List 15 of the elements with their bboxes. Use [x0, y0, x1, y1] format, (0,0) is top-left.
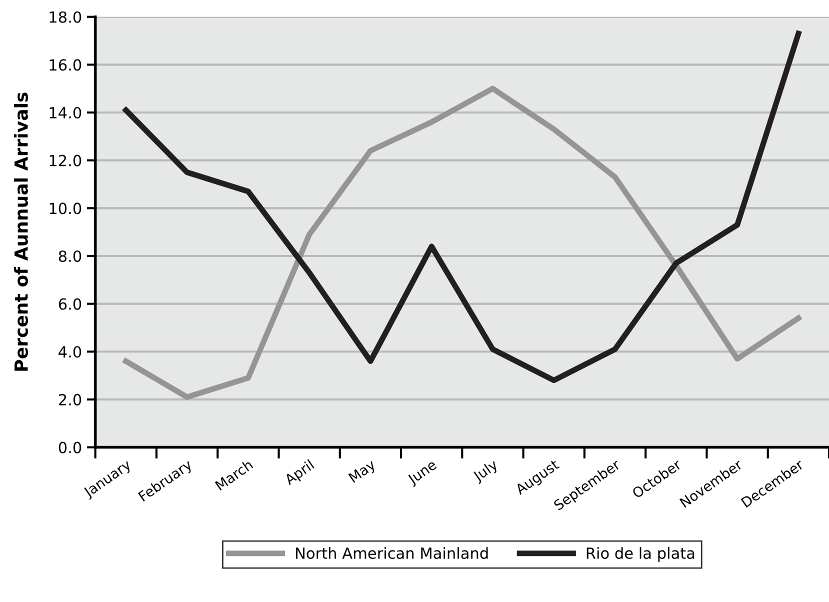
y-tick-label: 0.0	[58, 442, 82, 454]
y-tick-label: 18.0	[50, 11, 82, 23]
y-tick-label: 16.0	[50, 59, 82, 71]
y-tick-label: 10.0	[50, 202, 82, 214]
x-tick-label: May	[348, 458, 378, 486]
x-tick-label: July	[472, 458, 500, 484]
y-tick-label: 14.0	[50, 106, 82, 119]
legend-label: North American Mainland	[296, 547, 488, 559]
legend-label: Rio de la plata	[586, 547, 694, 562]
y-tick-label: 4.0	[58, 346, 82, 358]
y-tick-label: 2.0	[58, 394, 82, 406]
y-tick-label: 12.0	[50, 154, 82, 166]
y-axis-title: Percent of Aunnual Arrivals	[14, 92, 28, 371]
y-tick-label: 8.0	[58, 250, 82, 262]
y-tick-label: 6.0	[58, 298, 82, 310]
